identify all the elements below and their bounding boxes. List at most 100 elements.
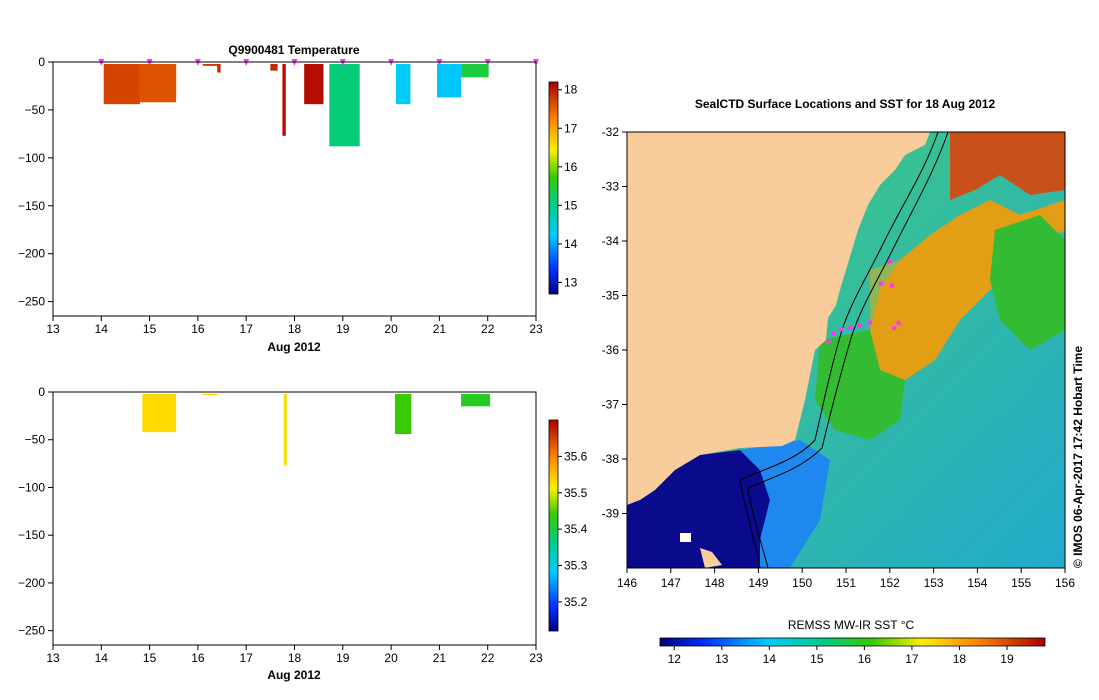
lat-tick-label: -39 xyxy=(602,507,620,521)
profile-bar xyxy=(461,64,489,78)
ctd-location-marker xyxy=(839,327,844,332)
salinity-colorbar-ticks: 35.6 35.5 35.4 35.3 35.2 xyxy=(558,449,588,609)
x-tick-label: 16 xyxy=(191,651,205,665)
x-tick-label: 23 xyxy=(529,322,543,336)
isobath-2000m xyxy=(747,132,949,568)
x-tick-label: 14 xyxy=(95,322,109,336)
x-tick-label: 17 xyxy=(240,322,254,336)
ctd-location-marker xyxy=(826,339,831,344)
lat-tick-label: -36 xyxy=(602,343,620,357)
colorbar-tick-label: 15 xyxy=(564,198,578,212)
map-latitude-axis: -32 -33 -34 -35 -36 -37 -38 -39 xyxy=(602,125,627,521)
y-tick-label: 0 xyxy=(38,55,45,69)
copyright-text: © IMOS 06-Apr-2017 17:42 Hobart Time xyxy=(1071,346,1085,568)
temperature-colorbar xyxy=(548,81,559,295)
lon-tick-label: 149 xyxy=(748,576,768,590)
y-tick-label: −100 xyxy=(18,480,45,494)
salinity-colorbar xyxy=(548,419,559,632)
temperature-y-axis: 0 −50 −100 −150 −200 −250 xyxy=(18,55,53,309)
x-tick-label: 18 xyxy=(288,322,302,336)
y-tick-label: −250 xyxy=(18,624,45,638)
sst-field xyxy=(627,132,1065,568)
x-tick-label: 13 xyxy=(46,651,60,665)
temperature-section-chart: Q9900481 Temperature 13 14 15 16 17 18 19 20 21 2… xyxy=(18,43,578,354)
lon-tick-label: 152 xyxy=(880,576,900,590)
profile-bar xyxy=(283,394,287,466)
x-tick-label: 23 xyxy=(529,651,543,665)
y-tick-label: −100 xyxy=(18,151,45,165)
profile-bar xyxy=(139,64,177,103)
x-tick-label: 16 xyxy=(191,322,205,336)
colorbar-tick-label: 16 xyxy=(564,160,578,174)
profile-bar xyxy=(436,64,462,98)
colorbar-tick-label: 14 xyxy=(564,237,578,251)
x-tick-label: 14 xyxy=(95,651,109,665)
lon-tick-label: 153 xyxy=(924,576,944,590)
profile-bar xyxy=(394,394,412,435)
temperature-colorbar-ticks: 18 17 16 15 14 13 xyxy=(558,83,578,289)
map-colorbar-tick-label: 14 xyxy=(763,652,777,666)
temperature-chart-title: Q9900481 Temperature xyxy=(228,43,360,57)
salinity-section-chart: 13 14 15 16 17 18 19 20 21 22 23 0 −50 −100 −150 −200 −… xyxy=(18,385,588,682)
profile-bar xyxy=(395,64,411,105)
salinity-x-axis: 13 14 15 16 17 18 19 20 21 22 23 xyxy=(46,645,543,665)
lon-tick-label: 155 xyxy=(1011,576,1031,590)
x-tick-label: 22 xyxy=(481,651,495,665)
x-tick-label: 17 xyxy=(240,651,254,665)
map-colorbar-tick-label: 17 xyxy=(905,652,919,666)
northern-hot-region xyxy=(950,132,1065,200)
y-tick-label: −50 xyxy=(25,433,46,447)
y-tick-label: −200 xyxy=(18,576,45,590)
isobath-1000m xyxy=(739,132,939,568)
no-data-patch xyxy=(680,533,691,542)
colorbar-tick-label: 18 xyxy=(564,83,578,97)
y-tick-label: 0 xyxy=(38,385,45,399)
eastern-green-patch xyxy=(990,215,1065,350)
map-colorbar xyxy=(659,637,1046,647)
ctd-location-marker xyxy=(892,326,897,331)
temperature-x-axis: 13 14 15 16 17 18 19 20 21 22 23 xyxy=(46,316,543,336)
profile-bar xyxy=(202,64,220,66)
x-tick-label: 18 xyxy=(288,651,302,665)
x-tick-label: 20 xyxy=(384,322,398,336)
colorbar-tick-label: 35.2 xyxy=(564,595,588,609)
y-tick-label: −250 xyxy=(18,295,45,309)
profile-bar xyxy=(103,64,140,105)
lat-tick-label: -34 xyxy=(602,234,620,248)
colorbar-tick-label: 35.3 xyxy=(564,559,588,573)
salinity-plot-frame xyxy=(52,391,537,646)
map-colorbar-label: REMSS MW-IR SST °C xyxy=(788,618,915,632)
x-tick-label: 19 xyxy=(336,322,350,336)
ctd-location-marker xyxy=(848,326,853,331)
map-colorbar-tick-label: 18 xyxy=(953,652,967,666)
sst-map: SealCTD Surface Locations and SST for 18… xyxy=(602,97,1085,666)
profile-bar xyxy=(202,394,218,395)
ctd-location-marker xyxy=(896,320,901,325)
y-tick-label: −200 xyxy=(18,247,45,261)
colorbar-tick-label: 35.4 xyxy=(564,522,588,536)
x-tick-label: 19 xyxy=(336,651,350,665)
x-tick-label: 21 xyxy=(433,322,447,336)
temperature-bars xyxy=(103,64,489,147)
map-title: SealCTD Surface Locations and SST for 18… xyxy=(695,97,996,111)
ctd-location-marker xyxy=(868,320,873,325)
lon-tick-label: 147 xyxy=(661,576,681,590)
profile-bar xyxy=(270,64,278,71)
profile-bar xyxy=(304,64,324,105)
x-tick-label: 22 xyxy=(481,322,495,336)
map-colorbar-tick-label: 13 xyxy=(715,652,729,666)
land-mass xyxy=(627,132,930,505)
map-longitude-axis: 146 147 148 149 150 151 152 153 154 155 156 xyxy=(617,568,1075,590)
ctd-location-marker xyxy=(879,281,884,286)
x-tick-label: 15 xyxy=(143,651,157,665)
island-land xyxy=(700,548,722,568)
y-tick-label: −50 xyxy=(25,103,46,117)
green-shelf-region xyxy=(815,330,905,440)
lat-tick-label: -32 xyxy=(602,125,620,139)
salinity-y-axis: 0 −50 −100 −150 −200 −250 xyxy=(18,385,53,638)
profile-bar xyxy=(217,64,221,73)
x-tick-label: 15 xyxy=(143,322,157,336)
lon-tick-label: 150 xyxy=(792,576,812,590)
lat-tick-label: -33 xyxy=(602,180,620,194)
